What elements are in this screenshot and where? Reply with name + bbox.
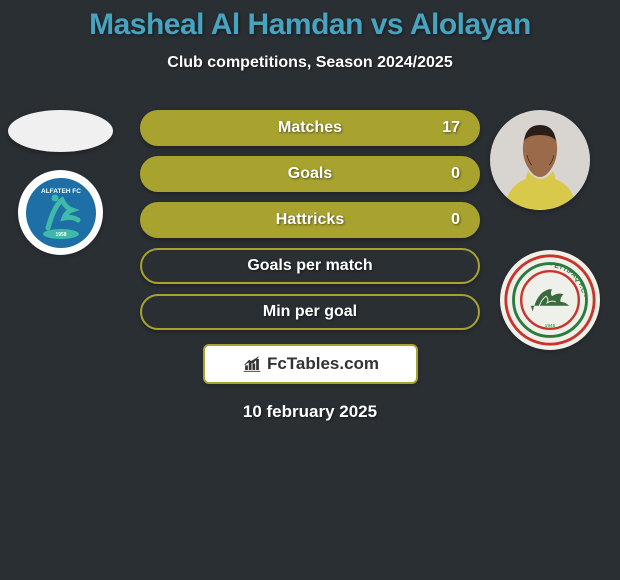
watermark-text: FcTables.com	[267, 354, 379, 374]
stat-label: Goals per match	[247, 257, 372, 275]
player-left-avatar	[8, 110, 113, 152]
date-line: 10 february 2025	[0, 402, 620, 422]
player-right-avatar	[490, 110, 590, 210]
stat-label: Matches	[278, 119, 342, 137]
page-subtitle: Club competitions, Season 2024/2025	[0, 54, 620, 72]
stat-label: Min per goal	[263, 303, 357, 321]
ettifaq-crest-icon: · ETTIFAQ F.C · 1945	[502, 252, 598, 348]
stat-value-right: 17	[442, 119, 460, 137]
stat-bar-matches: Matches 17	[140, 110, 480, 146]
stat-label: Hattricks	[276, 211, 344, 229]
stat-bar-goals-per-match: Goals per match	[140, 248, 480, 284]
alfateh-crest-icon: ALFATEH FC 1958	[26, 178, 96, 248]
chart-icon	[241, 353, 263, 375]
svg-text:ALFATEH FC: ALFATEH FC	[41, 188, 81, 195]
stat-value-right: 0	[451, 211, 460, 229]
stats-area: ALFATEH FC 1958 · ETTIFAQ F.C ·	[0, 110, 620, 422]
stat-value-right: 0	[451, 165, 460, 183]
page-title: Masheal Al Hamdan vs Alolayan	[0, 0, 620, 42]
watermark-badge: FcTables.com	[203, 344, 418, 384]
club-right-logo: · ETTIFAQ F.C · 1945	[500, 250, 600, 350]
svg-text:1945: 1945	[545, 323, 556, 329]
club-left-logo: ALFATEH FC 1958	[18, 170, 103, 255]
svg-text:1958: 1958	[55, 232, 66, 238]
stat-bar-goals: Goals 0	[140, 156, 480, 192]
stat-bar-min-per-goal: Min per goal	[140, 294, 480, 330]
comparison-card: Masheal Al Hamdan vs Alolayan Club compe…	[0, 0, 620, 580]
stat-bar-hattricks: Hattricks 0	[140, 202, 480, 238]
avatar-person-icon	[498, 115, 583, 210]
stat-label: Goals	[288, 165, 332, 183]
stat-bars: Matches 17 Goals 0 Hattricks 0 Goals per…	[140, 110, 480, 330]
